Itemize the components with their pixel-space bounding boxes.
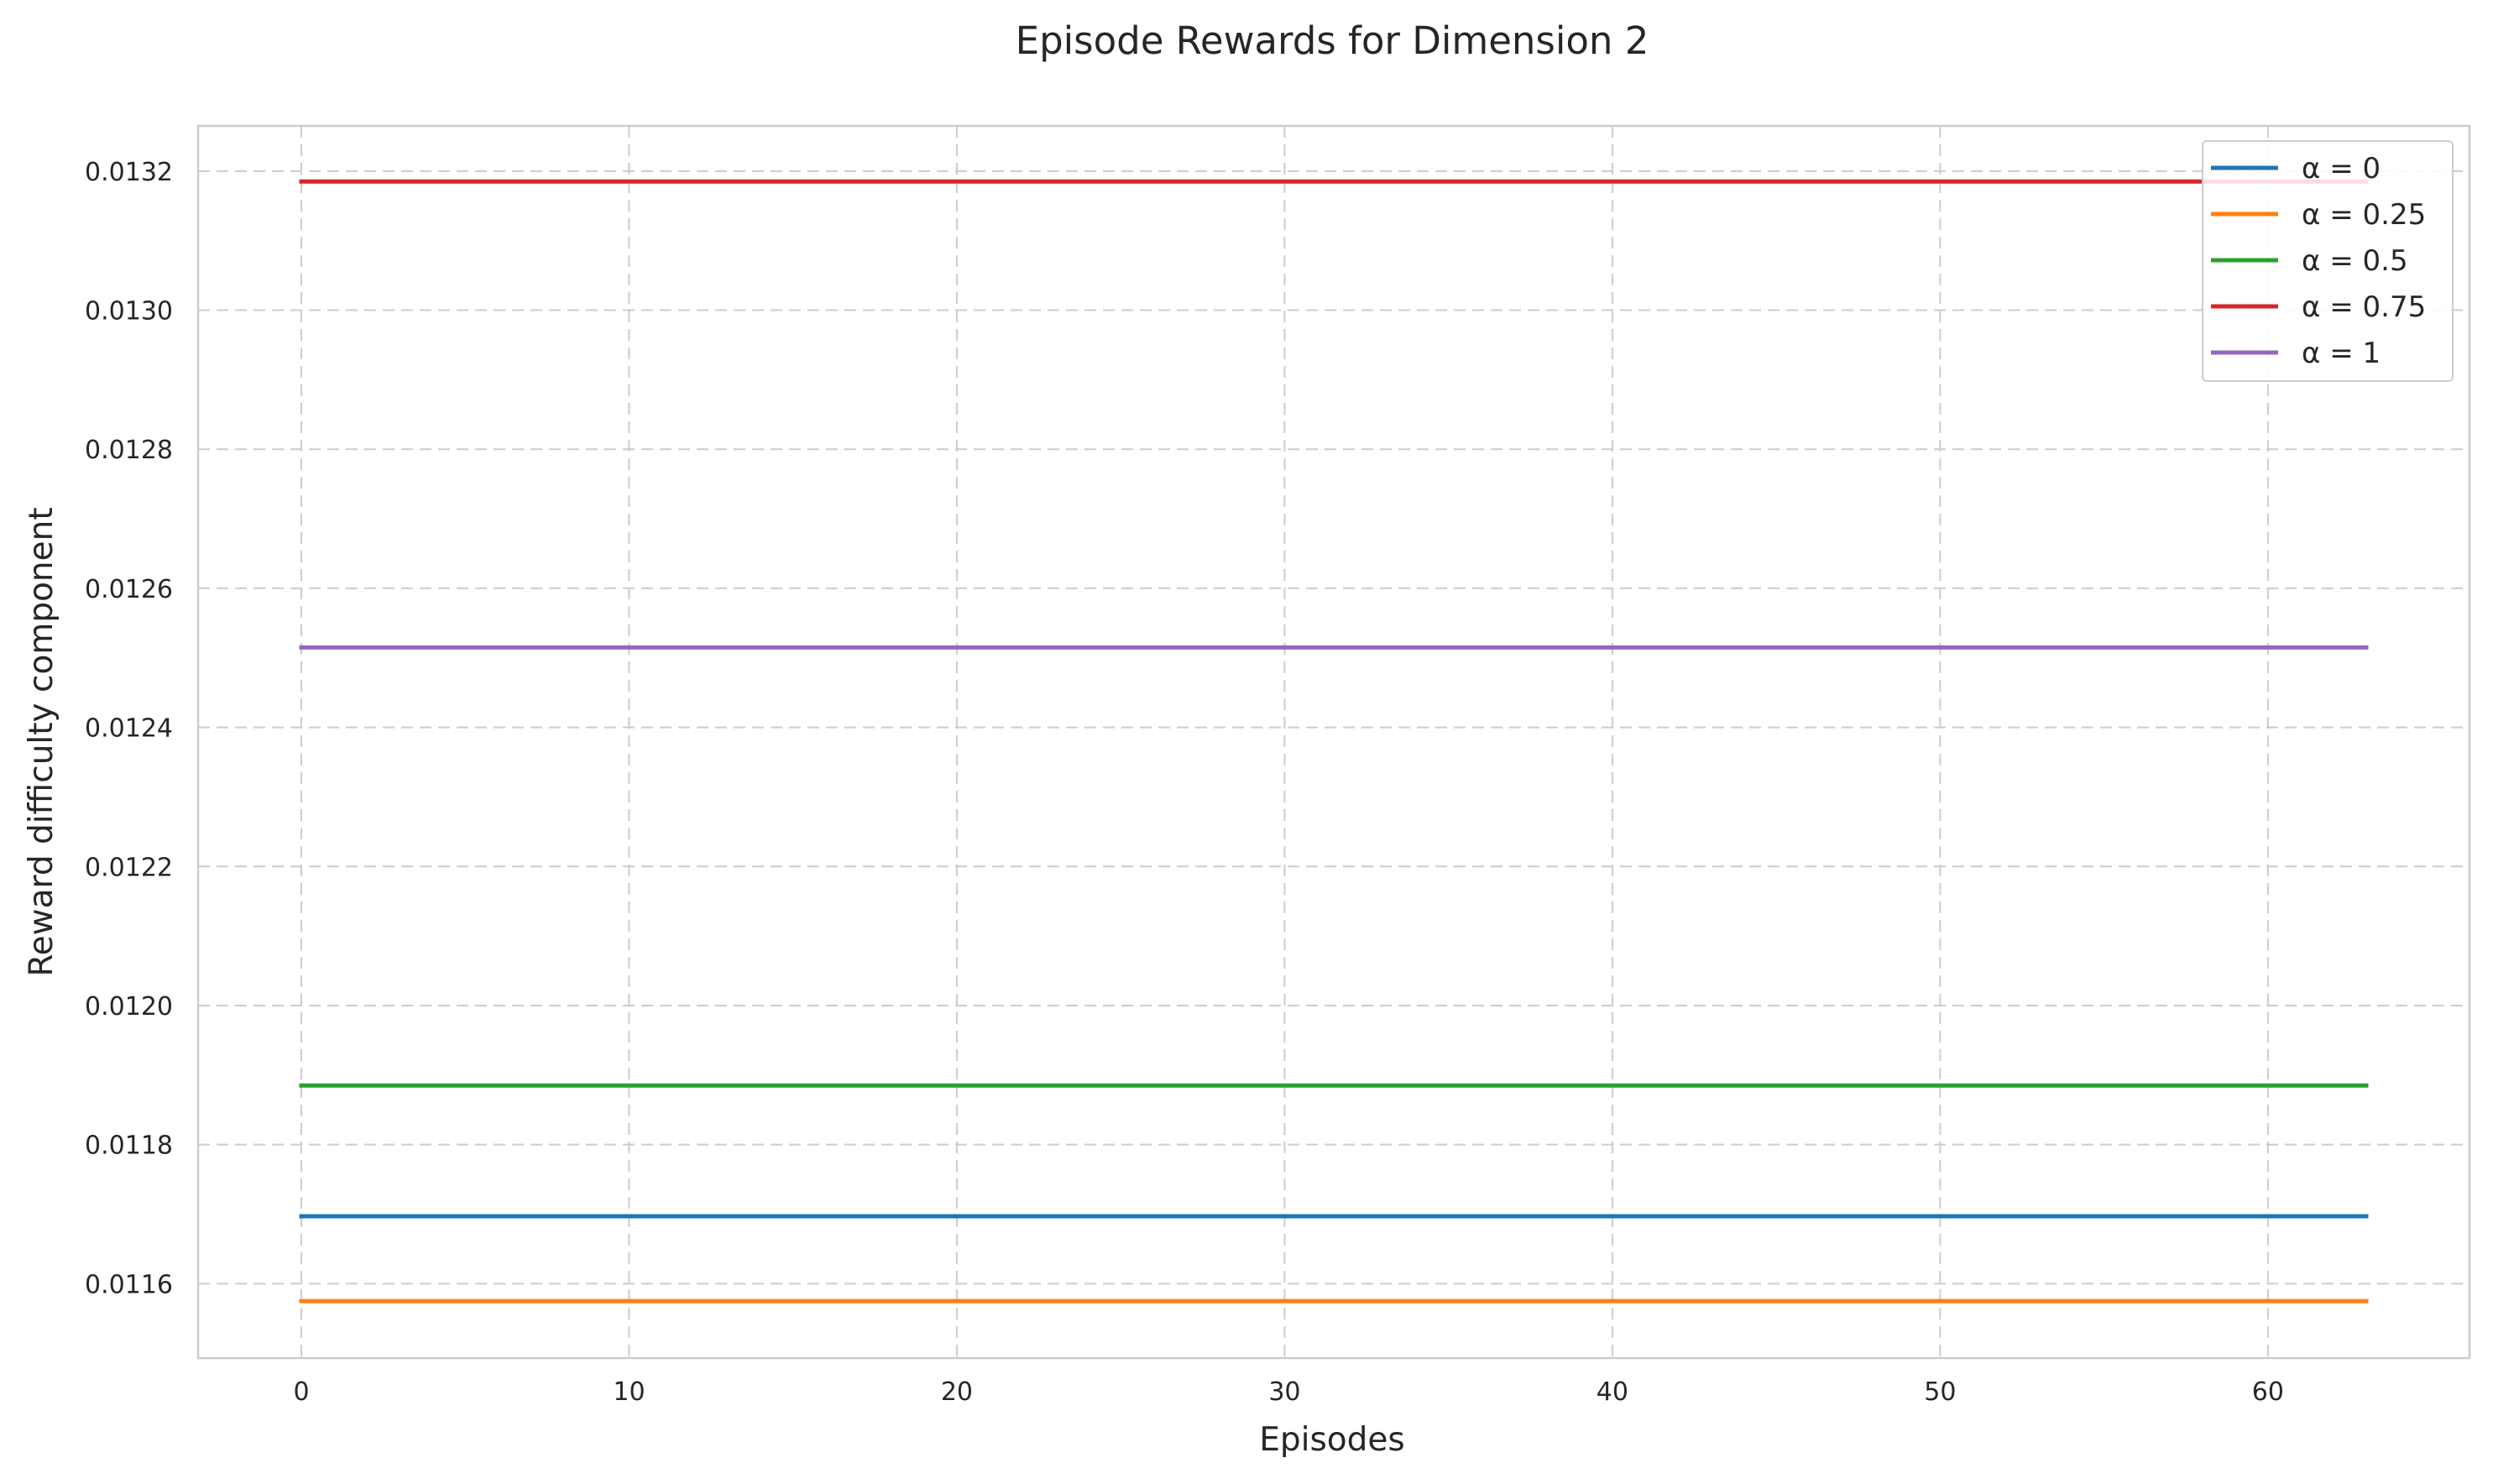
- legend: α = 0 α = 0.25 α = 0.5 α = 0.75 α = 1: [2202, 140, 2454, 382]
- x-axis-ticks: 0 10 20 30 40 50 60: [293, 1377, 2283, 1407]
- legend-label-2: α = 0.5: [2302, 244, 2408, 278]
- x-tick-label: 30: [1268, 1377, 1300, 1407]
- y-tick-label: 0.0124: [85, 714, 173, 744]
- plot-area-frame: [196, 124, 2471, 1360]
- y-axis-label: Reward difficulty component: [23, 507, 60, 976]
- y-tick-label: 0.0126: [85, 575, 173, 604]
- x-tick-label: 20: [941, 1377, 973, 1407]
- x-tick-label: 0: [293, 1377, 309, 1407]
- legend-label-4: α = 1: [2302, 337, 2381, 370]
- x-tick-label: 60: [2252, 1377, 2284, 1407]
- y-tick-label: 0.0130: [85, 297, 173, 327]
- y-tick-label: 0.0118: [85, 1131, 173, 1161]
- y-axis-ticks: 0.0116 0.0118 0.0120 0.0122 0.0124 0.0126 0.01…: [85, 158, 173, 1300]
- y-tick-label: 0.0122: [85, 853, 173, 882]
- chart-title: Episode Rewards for Dimension 2: [1016, 18, 1649, 63]
- series-lines: [299, 179, 2369, 1304]
- y-tick-label: 0.0132: [85, 158, 173, 187]
- grid-lines: [198, 126, 2469, 1358]
- x-tick-label: 40: [1597, 1377, 1628, 1407]
- legend-label-1: α = 0.25: [2302, 198, 2426, 232]
- x-tick-label: 50: [1924, 1377, 1956, 1407]
- legend-label-3: α = 0.75: [2302, 290, 2426, 324]
- legend-box: [2202, 140, 2454, 382]
- y-tick-label: 0.0120: [85, 992, 173, 1022]
- x-axis-label: Episodes: [1259, 1421, 1404, 1459]
- y-tick-label: 0.0116: [85, 1270, 173, 1299]
- x-tick-label: 10: [613, 1377, 645, 1407]
- y-tick-label: 0.0128: [85, 436, 173, 465]
- legend-label-0: α = 0: [2302, 152, 2381, 186]
